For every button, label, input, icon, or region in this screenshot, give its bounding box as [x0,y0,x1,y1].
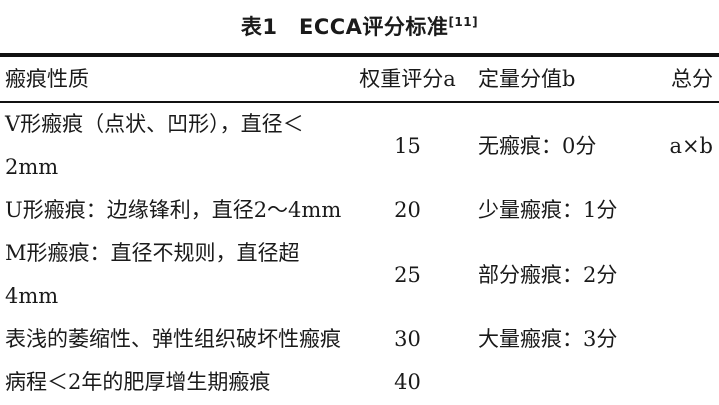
scar-nature-cell: 病程＜2年的肥厚增生期瘢痕 [5,370,271,394]
total-score-cell [640,318,719,361]
ecca-score-table: 瘢痕性质 权重评分a 定量分值b 总分 V形瘢痕（点状、凹形），直径＜2mm 1… [0,53,719,405]
total-score-cell [640,232,719,318]
quant-value-cell [465,361,640,404]
weight-score-cell: 40 [394,370,421,394]
header-total-score: 总分 [640,55,719,103]
weight-score-cell: 15 [394,133,421,158]
table-row: V形瘢痕（点状、凹形），直径＜2mm 15 无瘢痕：0分 a×b [0,102,719,189]
table-row: M形瘢痕：直径不规则，直径超4mm 25 部分瘢痕：2分 [0,232,719,318]
header-weight-score: 权重评分a [350,55,465,103]
quant-value-cell: 大量瘢痕：3分 [478,327,618,351]
table-row: 病程＜2年的肥厚增生期瘢痕 40 [0,361,719,404]
weight-score-cell: 25 [394,262,421,287]
scar-nature-cell: V形瘢痕（点状、凹形），直径＜2mm [5,112,304,179]
table-header-row: 瘢痕性质 权重评分a 定量分值b 总分 [0,55,719,103]
table-row: 表浅的萎缩性、弹性组织破坏性瘢痕 30 大量瘢痕：3分 [0,318,719,361]
scar-nature-cell: 表浅的萎缩性、弹性组织破坏性瘢痕 [5,327,341,351]
weight-score-cell: 20 [394,198,421,222]
table-row: U形瘢痕：边缘锋利，直径2～4mm 20 少量瘢痕：1分 [0,189,719,232]
scar-nature-cell: M形瘢痕：直径不规则，直径超4mm [5,241,300,308]
reference-superscript: [11] [448,15,479,29]
weight-score-cell: 30 [394,327,421,351]
quant-value-cell: 无瘢痕：0分 [478,133,597,158]
header-scar-nature: 瘢痕性质 [0,55,350,103]
quant-value-cell: 部分瘢痕：2分 [478,262,618,287]
quant-value-cell: 少量瘢痕：1分 [478,198,618,222]
header-quant-value: 定量分值b [465,55,640,103]
total-score-cell: a×b [669,133,713,158]
table-title-text: 表1 ECCA评分标准 [240,15,449,39]
scar-nature-cell: U形瘢痕：边缘锋利，直径2～4mm [5,198,342,222]
table-title: 表1 ECCA评分标准[11] [0,0,719,53]
total-score-cell [640,361,719,404]
total-score-cell [640,189,719,232]
